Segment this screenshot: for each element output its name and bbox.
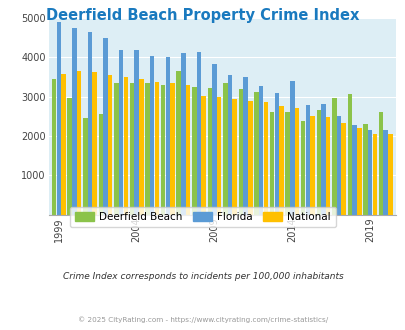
- Bar: [263, 102, 267, 214]
- Bar: [160, 85, 165, 214]
- Bar: [320, 104, 325, 214]
- Bar: [372, 134, 376, 214]
- Bar: [176, 71, 181, 215]
- Bar: [387, 134, 392, 214]
- Bar: [336, 115, 341, 214]
- Bar: [232, 99, 237, 214]
- Bar: [325, 117, 330, 214]
- Bar: [305, 105, 309, 214]
- Text: Crime Index corresponds to incidents per 100,000 inhabitants: Crime Index corresponds to incidents per…: [62, 272, 343, 281]
- Bar: [216, 97, 221, 214]
- Bar: [274, 93, 278, 214]
- Bar: [243, 78, 247, 214]
- Bar: [149, 56, 154, 214]
- Bar: [331, 98, 336, 214]
- Bar: [227, 75, 232, 214]
- Text: © 2025 CityRating.com - https://www.cityrating.com/crime-statistics/: © 2025 CityRating.com - https://www.city…: [78, 317, 327, 323]
- Bar: [165, 57, 170, 214]
- Bar: [56, 22, 61, 214]
- Bar: [139, 79, 143, 214]
- Bar: [212, 64, 216, 214]
- Bar: [294, 108, 298, 214]
- Bar: [247, 101, 252, 214]
- Bar: [61, 74, 66, 214]
- Bar: [192, 87, 196, 214]
- Legend: Deerfield Beach, Florida, National: Deerfield Beach, Florida, National: [70, 207, 335, 227]
- Bar: [98, 114, 103, 214]
- Bar: [119, 50, 123, 214]
- Bar: [279, 106, 283, 214]
- Bar: [103, 38, 108, 214]
- Bar: [181, 53, 185, 214]
- Bar: [309, 116, 314, 214]
- Bar: [196, 51, 201, 214]
- Bar: [154, 82, 159, 214]
- Bar: [341, 123, 345, 214]
- Bar: [123, 77, 128, 215]
- Bar: [254, 92, 258, 214]
- Bar: [316, 110, 320, 214]
- Bar: [52, 79, 56, 214]
- Bar: [356, 128, 360, 214]
- Bar: [67, 98, 72, 214]
- Bar: [207, 88, 211, 214]
- Bar: [223, 82, 227, 214]
- Bar: [300, 121, 305, 214]
- Bar: [258, 86, 263, 214]
- Bar: [83, 118, 87, 214]
- Bar: [269, 112, 274, 214]
- Bar: [378, 112, 382, 214]
- Bar: [92, 72, 97, 214]
- Bar: [170, 83, 174, 214]
- Bar: [289, 81, 294, 214]
- Bar: [185, 84, 190, 214]
- Bar: [145, 82, 149, 214]
- Bar: [134, 50, 139, 214]
- Bar: [130, 82, 134, 214]
- Bar: [72, 28, 77, 215]
- Bar: [347, 94, 351, 214]
- Bar: [87, 32, 92, 214]
- Bar: [238, 89, 243, 214]
- Bar: [352, 125, 356, 214]
- Bar: [367, 130, 371, 214]
- Text: Deerfield Beach Property Crime Index: Deerfield Beach Property Crime Index: [46, 8, 359, 23]
- Bar: [201, 95, 205, 214]
- Bar: [77, 71, 81, 215]
- Bar: [285, 112, 289, 214]
- Bar: [108, 75, 112, 214]
- Bar: [114, 82, 118, 214]
- Bar: [383, 130, 387, 214]
- Bar: [362, 124, 367, 214]
